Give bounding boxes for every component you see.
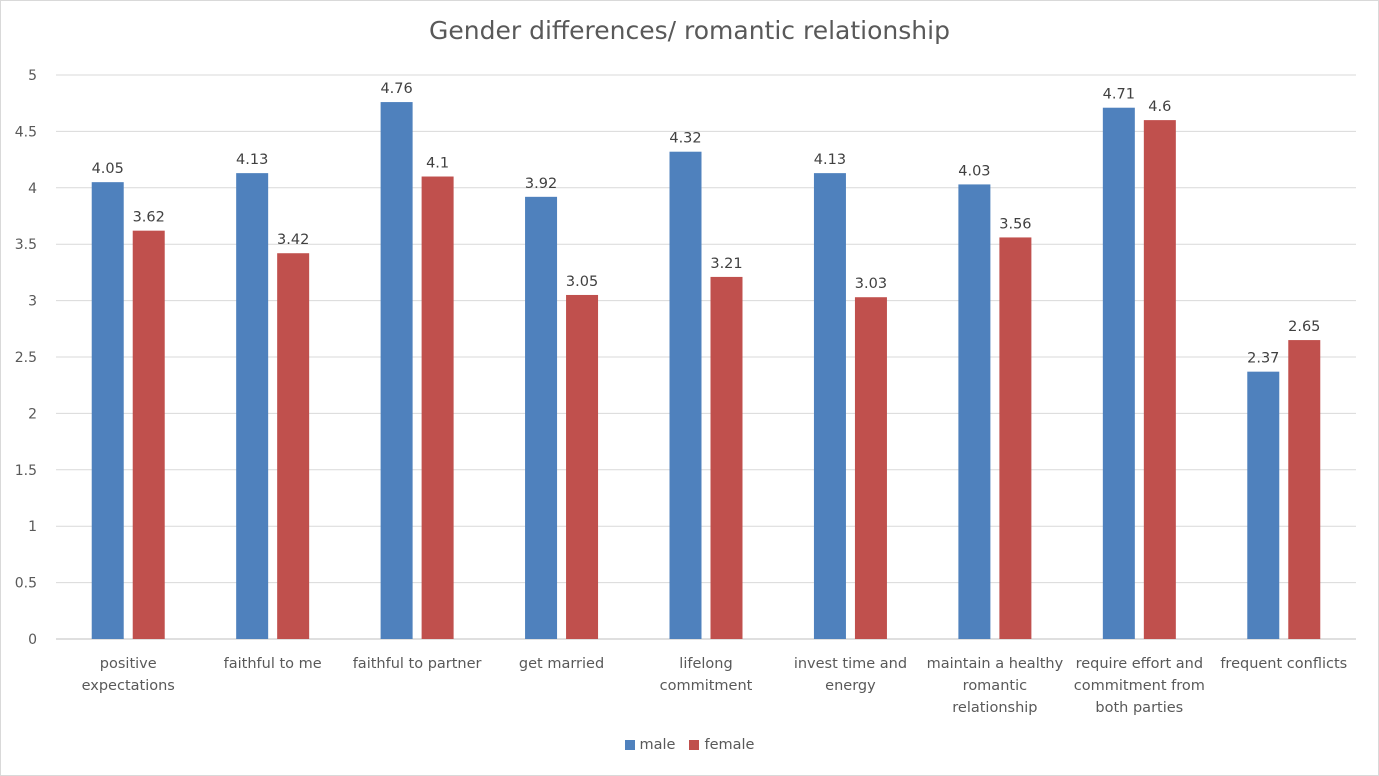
data-label-female: 3.21 xyxy=(710,256,742,272)
category-label: frequent conflicts xyxy=(1220,656,1347,672)
data-label-male: 4.76 xyxy=(380,81,412,97)
bar-male xyxy=(669,151,702,640)
y-tick-label: 0 xyxy=(28,632,37,648)
category-label: expectations xyxy=(82,678,175,694)
y-tick-label: 1.5 xyxy=(15,463,37,479)
legend-swatch-male xyxy=(624,740,635,750)
bar-male xyxy=(958,184,991,639)
category-label: commitment xyxy=(660,678,753,694)
bar-female xyxy=(132,230,165,639)
bar-male xyxy=(813,173,846,640)
data-label-female: 3.42 xyxy=(277,232,309,248)
bar-male xyxy=(1102,107,1135,640)
data-label-male: 4.71 xyxy=(1103,87,1135,103)
bar-male xyxy=(380,102,413,639)
category-label: both parties xyxy=(1095,700,1183,716)
y-tick-label: 3 xyxy=(28,294,37,310)
y-tick-label: 4 xyxy=(28,181,37,197)
category-label: romantic xyxy=(963,678,1027,694)
bar-male xyxy=(525,196,558,639)
category-label: energy xyxy=(825,678,876,694)
data-label-male: 4.05 xyxy=(92,161,124,177)
data-label-male: 4.13 xyxy=(814,152,846,168)
data-label-female: 3.03 xyxy=(855,276,887,292)
bar-female xyxy=(566,294,599,639)
y-tick-label: 2.5 xyxy=(15,350,37,366)
bar-male xyxy=(236,173,269,640)
data-label-female: 4.1 xyxy=(426,156,449,172)
y-tick-label: 0.5 xyxy=(15,576,37,592)
legend-item-female: female xyxy=(689,737,754,753)
category-label: relationship xyxy=(952,700,1037,716)
bar-female xyxy=(1288,340,1321,639)
legend-label-female: female xyxy=(704,737,755,753)
y-tick-label: 3.5 xyxy=(15,237,37,253)
bar-male xyxy=(91,182,124,639)
data-label-male: 4.13 xyxy=(236,152,268,168)
category-label: invest time and xyxy=(794,656,907,672)
category-label: get married xyxy=(519,656,604,672)
bar-female xyxy=(710,276,743,639)
y-tick-label: 4.5 xyxy=(15,124,37,140)
category-label: positive xyxy=(100,656,157,672)
bar-female xyxy=(999,237,1032,639)
category-label: faithful to me xyxy=(224,656,322,672)
legend-swatch-female xyxy=(689,740,700,750)
data-label-female: 4.6 xyxy=(1148,99,1171,115)
legend-label-male: male xyxy=(639,737,676,753)
category-label: require effort and xyxy=(1076,656,1203,672)
y-tick-label: 1 xyxy=(28,519,37,535)
category-label: commitment from xyxy=(1074,678,1205,694)
data-label-female: 3.56 xyxy=(999,216,1031,232)
legend-item-male: male xyxy=(624,737,676,753)
category-label: maintain a healthy xyxy=(927,656,1064,672)
bar-male xyxy=(1247,371,1280,639)
data-label-female: 3.62 xyxy=(133,210,165,226)
data-label-female: 2.65 xyxy=(1288,319,1320,335)
bar-female xyxy=(421,176,454,639)
data-label-female: 3.05 xyxy=(566,274,598,290)
category-label: lifelong xyxy=(679,656,732,672)
chart-title: Gender differences/ romantic relationshi… xyxy=(429,16,950,45)
data-label-male: 4.32 xyxy=(669,131,701,147)
y-tick-label: 2 xyxy=(28,406,37,422)
data-label-male: 4.03 xyxy=(958,163,990,179)
chart-legend: male female xyxy=(0,737,1379,753)
data-label-male: 2.37 xyxy=(1247,351,1279,367)
category-label: faithful to partner xyxy=(353,656,482,672)
data-label-male: 3.92 xyxy=(525,176,557,192)
bar-female xyxy=(1143,120,1176,640)
bar-female xyxy=(854,297,887,639)
y-tick-label: 5 xyxy=(28,68,37,84)
bar-female xyxy=(277,253,310,639)
